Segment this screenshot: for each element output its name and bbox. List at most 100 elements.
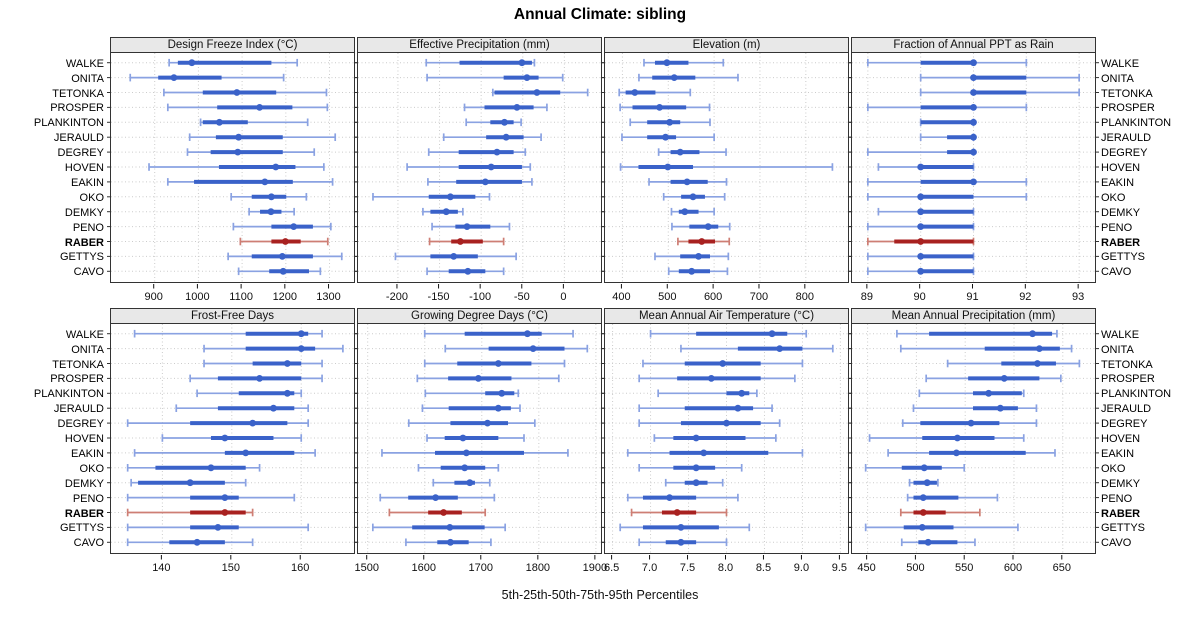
x-axis-tick-label: 1100	[229, 291, 253, 303]
percentile-row-eakin	[626, 449, 804, 457]
station-label-eakin: EAKIN	[1101, 447, 1135, 460]
panel-plot	[354, 52, 605, 283]
x-axis-tick-label: 1000	[185, 291, 209, 303]
x-axis-tick-label: 90	[914, 291, 926, 303]
station-label-plankinton: PLANKINTON	[1101, 117, 1172, 130]
percentile-row-prosper	[189, 374, 323, 383]
panel-plot	[354, 323, 605, 554]
x-axis-fraction-ppt-rain: 89 90 91 92 93	[861, 284, 1084, 303]
percentile-row-oko	[372, 193, 491, 201]
percentile-row-plankinton	[196, 389, 303, 398]
percentile-row-jerauld	[621, 133, 715, 141]
percentile-row-onita	[426, 73, 564, 82]
panel-fraction-ppt-rain: Fraction of Annual PPT as Rain	[848, 37, 1099, 284]
station-label-tetonka: TETONKA	[1101, 358, 1153, 371]
percentile-row-raber	[630, 508, 728, 517]
station-label-cavo: CAVO	[73, 266, 104, 279]
percentile-row-gettys	[371, 523, 507, 532]
x-axis-tick-label: 450	[857, 562, 875, 574]
percentile-row-oko	[662, 193, 726, 201]
x-axis-tick-label: 700	[750, 291, 768, 303]
panel-plot	[107, 323, 358, 554]
station-label-gettys: GETTYS	[1101, 522, 1146, 535]
percentile-row-onita	[444, 344, 589, 353]
chart-title: Annual Climate: sibling	[513, 6, 687, 23]
percentile-row-jerauld	[175, 404, 310, 412]
percentile-row-jerauld	[919, 133, 977, 141]
percentile-row-prosper	[925, 374, 1062, 383]
station-label-onita: ONITA	[71, 72, 104, 85]
percentile-row-demky	[432, 478, 491, 487]
x-axis-tick-label: 93	[1072, 291, 1084, 303]
percentile-row-eakin	[166, 178, 334, 186]
percentile-row-hoven	[148, 163, 325, 171]
station-label-tetonka: TETONKA	[1101, 87, 1153, 100]
percentile-row-oko	[866, 193, 1028, 201]
percentile-row-cavo	[900, 538, 976, 547]
x-axis-tick-label: 1900	[583, 562, 607, 574]
percentile-row-peno	[626, 493, 739, 502]
station-label-oko: OKO	[1101, 462, 1126, 475]
percentile-row-tetonka	[423, 359, 566, 368]
panel-strip-label: Effective Precipitation (mm)	[357, 37, 602, 53]
percentile-row-raber	[388, 508, 487, 517]
x-axis-tick-label: 500	[658, 291, 676, 303]
station-label-peno: PENO	[72, 492, 104, 505]
x-axis-tick-label: 92	[1019, 291, 1031, 303]
percentile-row-oko	[638, 464, 743, 472]
percentile-row-gettys	[864, 523, 1019, 532]
station-label-tetonka: TETONKA	[52, 358, 104, 371]
station-label-eakin: EAKIN	[1101, 176, 1135, 189]
percentile-row-hoven	[653, 434, 777, 442]
percentile-row-walke	[643, 58, 725, 67]
percentile-row-eakin	[427, 178, 533, 186]
percentile-row-walke	[423, 329, 574, 338]
percentile-row-raber	[866, 237, 975, 246]
percentile-row-plankinton	[657, 389, 758, 398]
x-axis-tick-label: -50	[514, 291, 530, 303]
station-label-peno: PENO	[1101, 221, 1133, 234]
percentile-row-peno	[671, 222, 731, 231]
percentile-row-demky	[664, 478, 724, 487]
percentile-row-demky	[422, 207, 464, 216]
percentile-row-degrey	[901, 419, 1038, 427]
x-axis-tick-label: 7.0	[642, 562, 657, 574]
x-axis-tick-label: 900	[145, 291, 163, 303]
x-axis-tick-label: 550	[955, 562, 973, 574]
percentile-row-demky	[877, 207, 975, 216]
percentile-row-plankinton	[629, 118, 711, 127]
percentile-row-hoven	[619, 163, 834, 171]
panel-mean-annual-air-temperature: Mean Annual Air Temperature (°C)	[601, 308, 852, 555]
x-axis-tick-label: 150	[222, 562, 240, 574]
percentile-row-hoven	[877, 163, 975, 171]
percentile-row-hoven	[426, 434, 525, 442]
percentile-row-oko	[230, 193, 308, 201]
percentile-row-degrey	[126, 419, 310, 427]
percentile-row-onita	[899, 344, 1073, 353]
station-label-walke: WALKE	[65, 328, 104, 341]
station-label-walke: WALKE	[1101, 328, 1140, 341]
station-label-tetonka: TETONKA	[52, 87, 104, 100]
x-axis-tick-label: 1600	[411, 562, 435, 574]
x-axis-mean-annual-air-temperature: 6.5 7.0 7.5 8.0 8.5 9.0 9.5	[604, 555, 847, 574]
percentile-row-jerauld	[912, 404, 1038, 412]
percentile-row-prosper	[416, 374, 560, 383]
percentile-row-peno	[906, 493, 999, 502]
x-axis-tick-label: 0	[560, 291, 566, 303]
percentile-row-onita	[919, 73, 1081, 82]
percentile-row-eakin	[133, 449, 316, 457]
percentile-row-cavo	[237, 267, 322, 276]
x-axis-tick-label: 800	[796, 291, 814, 303]
station-label-peno: PENO	[1101, 492, 1133, 505]
percentile-row-prosper	[866, 103, 1028, 112]
percentile-row-prosper	[638, 374, 796, 383]
x-axis-tick-label: -150	[428, 291, 450, 303]
percentile-row-prosper	[619, 103, 711, 112]
station-label-hoven: HOVEN	[64, 433, 104, 445]
panel-strip-label: Frost-Free Days	[110, 308, 355, 324]
percentile-row-prosper	[463, 103, 548, 112]
percentile-row-gettys	[654, 252, 730, 261]
station-label-gettys: GETTYS	[1101, 251, 1146, 264]
station-label-gettys: GETTYS	[59, 251, 104, 264]
x-axis-tick-label: 6.5	[604, 562, 619, 574]
